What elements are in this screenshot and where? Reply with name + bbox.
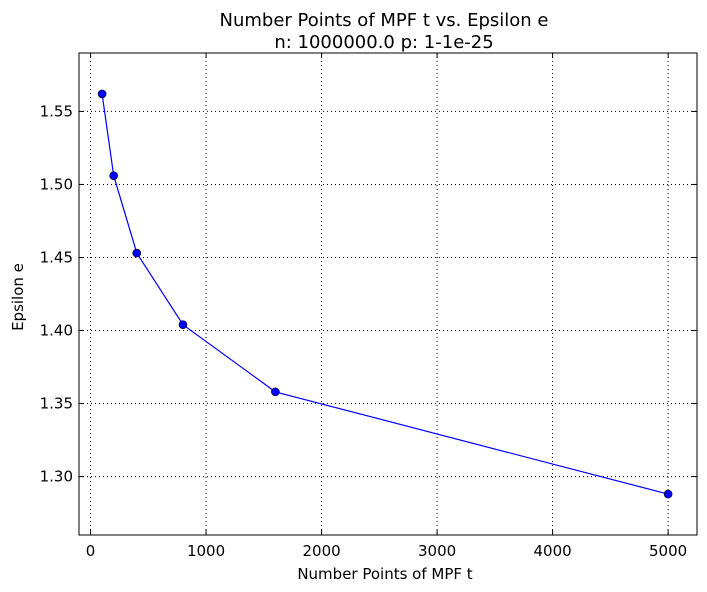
y-axis-label: Epsilon e — [9, 263, 27, 331]
data-point — [271, 387, 280, 397]
data-point — [97, 89, 107, 99]
ticks: 0 1000 2000 3000 4000 5000 1.30 1.35 1.40 1.45 1.5… — [40, 53, 697, 560]
grid — [79, 53, 697, 535]
x-tick-label: 5000 — [649, 542, 687, 560]
y-tick-label: 1.50 — [40, 175, 73, 193]
x-tick-label: 4000 — [534, 542, 572, 560]
x-tick-label: 1000 — [187, 542, 225, 560]
data-point — [663, 489, 673, 499]
data-point — [178, 320, 188, 329]
plot-frame — [78, 52, 698, 536]
y-tick-label: 1.35 — [40, 395, 73, 413]
x-axis-label: Number Points of MPF t — [297, 565, 472, 583]
x-tick-label: 3000 — [418, 542, 456, 560]
chart-subtitle: n: 1000000.0 p: 1-1e-25 — [274, 32, 493, 53]
data-point — [109, 171, 118, 180]
series-line — [101, 93, 669, 495]
series-group — [97, 89, 673, 499]
chart-title: Number Points of MPF t vs. Epsilon e — [219, 10, 548, 31]
data-point — [132, 248, 142, 258]
y-tick-label: 1.45 — [40, 248, 73, 266]
x-tick-label: 2000 — [302, 542, 340, 560]
y-tick-label: 1.40 — [40, 322, 73, 340]
x-tick-label: 0 — [86, 542, 96, 560]
y-tick-label: 1.30 — [40, 468, 73, 486]
y-tick-label: 1.55 — [40, 102, 73, 120]
